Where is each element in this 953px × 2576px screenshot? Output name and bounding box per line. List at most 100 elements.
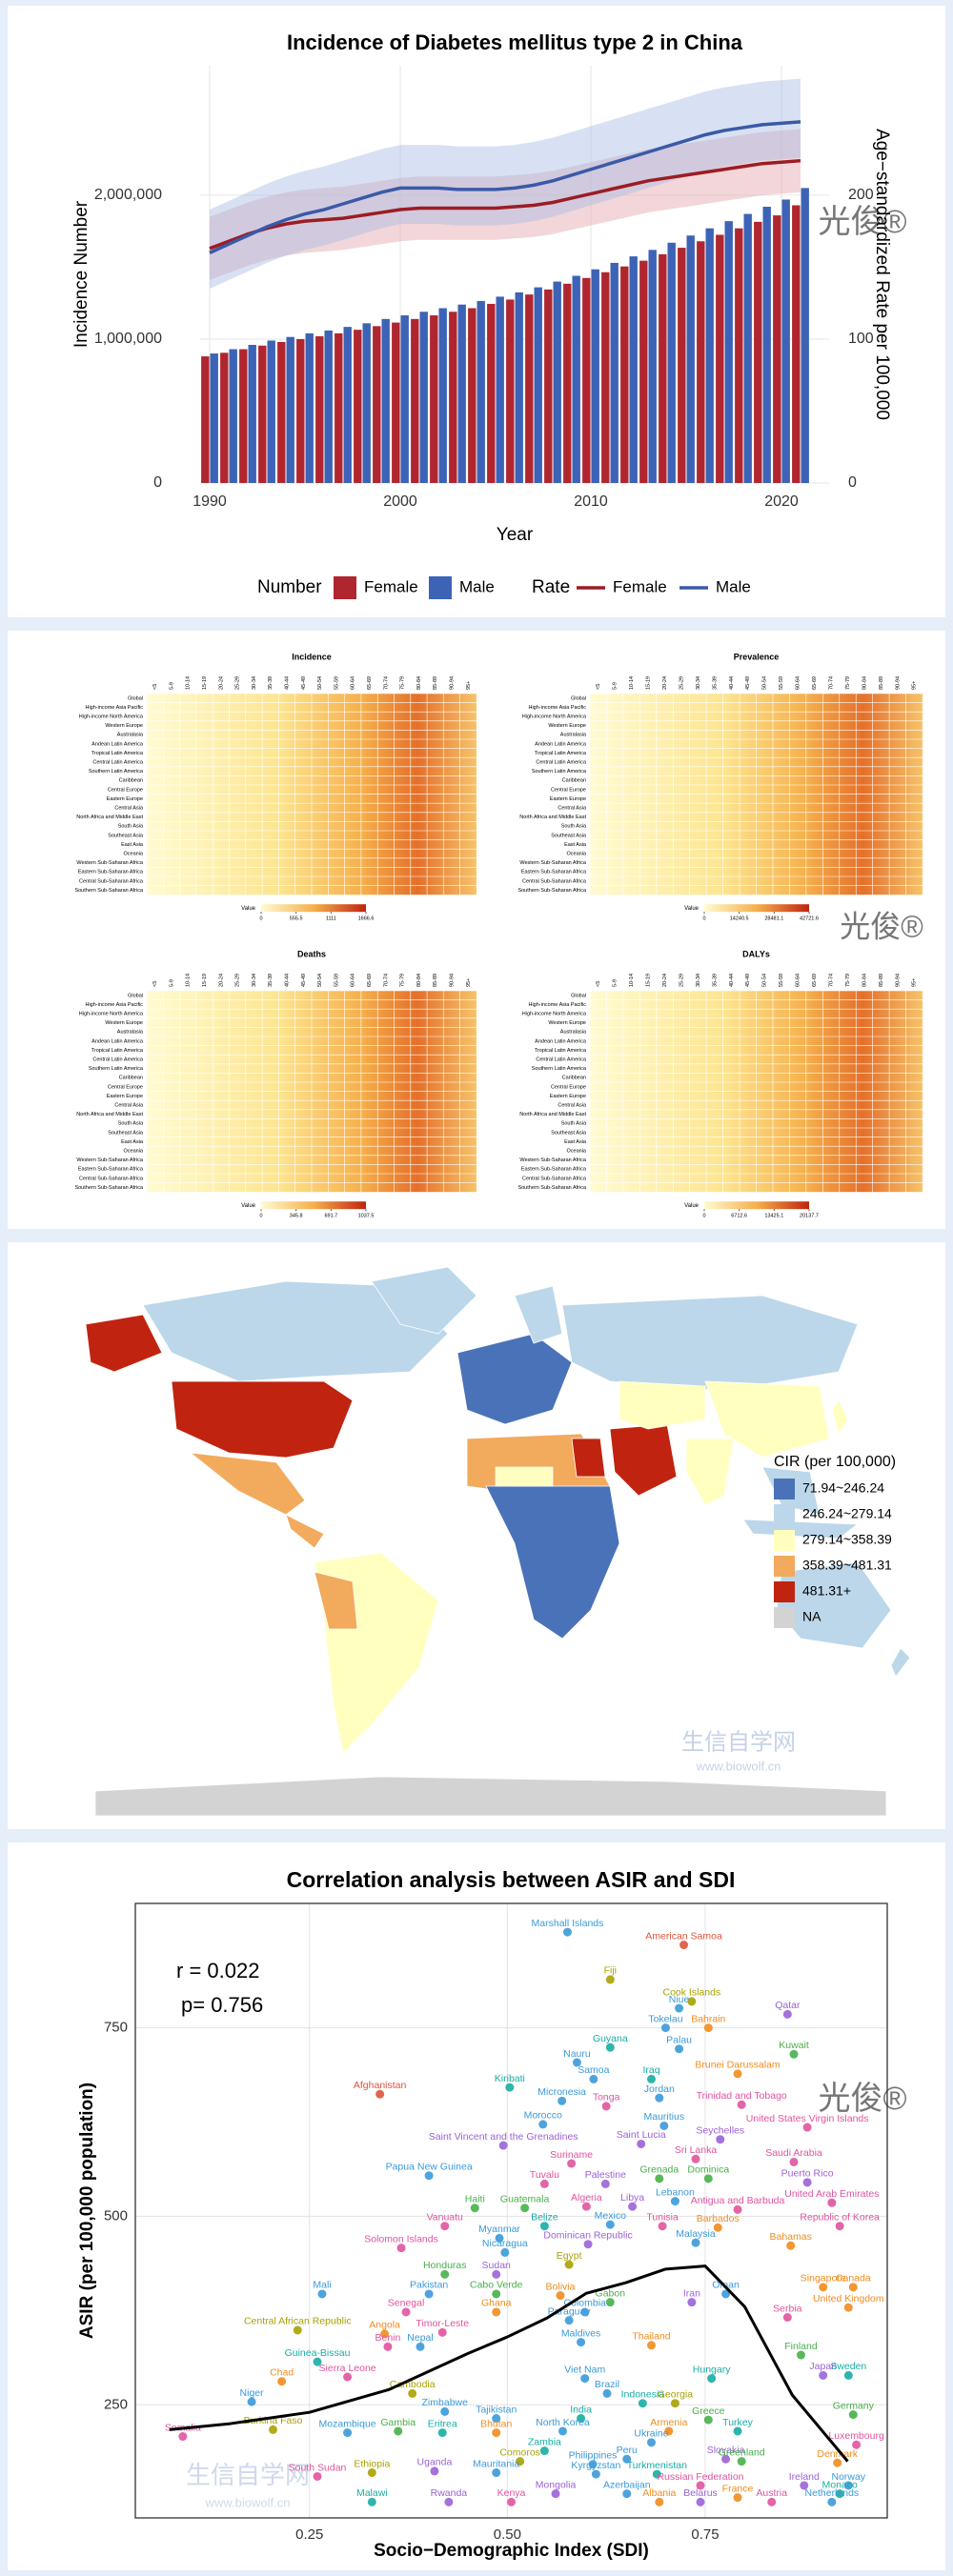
legend-swatch xyxy=(774,1479,795,1499)
point xyxy=(638,2399,647,2408)
legend-title: Value xyxy=(684,1203,700,1209)
bar xyxy=(773,215,781,483)
legend-bar xyxy=(261,1201,366,1210)
point xyxy=(659,2121,669,2130)
point xyxy=(687,2298,697,2307)
point-label: Indonesia xyxy=(621,2388,665,2400)
bar xyxy=(381,318,390,483)
point-label: Japan xyxy=(809,2361,837,2372)
row-label: South Asia xyxy=(118,824,144,830)
row-label: Southeast Asia xyxy=(108,1130,144,1136)
row-label: Southern Latin America xyxy=(532,769,587,775)
row-label: Central Sub-Saharan Africa xyxy=(79,878,144,884)
row-label: Central Asia xyxy=(558,1102,587,1108)
column-label: 25-29 xyxy=(235,676,241,690)
column-label: 90-94 xyxy=(895,676,901,690)
point-label: Albania xyxy=(642,2487,676,2499)
point-label: Kuwait xyxy=(779,2040,809,2051)
row-label: Southern Latin America xyxy=(532,1066,587,1072)
point xyxy=(843,2370,853,2380)
heatmap-title: DALYs xyxy=(742,949,770,958)
point-label: United Kingdom xyxy=(813,2293,884,2304)
point-label: Saudi Arabia xyxy=(765,2147,822,2159)
row-label: Andean Latin America xyxy=(91,1038,144,1044)
point xyxy=(383,2342,393,2351)
point-label: Philippines xyxy=(569,2450,618,2462)
point-label: Greece xyxy=(692,2405,725,2417)
chart-title: Incidence of Diabetes mellitus type 2 in… xyxy=(287,30,743,54)
point-label: Guatemala xyxy=(500,2194,550,2205)
row-label: Southeast Asia xyxy=(551,1130,587,1136)
row-label: Central Europe xyxy=(108,1084,143,1090)
region xyxy=(890,1647,911,1678)
column-label: 40-44 xyxy=(729,974,735,987)
point-label: Tokelau xyxy=(648,2013,682,2024)
point xyxy=(367,2497,376,2506)
legend-label: Female xyxy=(364,577,418,595)
column-label: 5-9 xyxy=(169,979,174,987)
x-tick-label: 2020 xyxy=(764,493,799,510)
column-label: 70-74 xyxy=(828,974,834,987)
region xyxy=(704,1380,830,1459)
point xyxy=(577,2414,586,2424)
column-label: 60-64 xyxy=(796,676,801,690)
rate-line xyxy=(209,158,801,251)
point-label: Mozambique xyxy=(319,2418,376,2429)
point xyxy=(516,2457,525,2466)
x-tick-label: 1990 xyxy=(193,493,227,510)
legend-label: Male xyxy=(459,577,495,595)
point-label: Mali xyxy=(313,2280,331,2291)
row-label: South Asia xyxy=(118,1121,144,1127)
legend-title: Rate xyxy=(532,577,570,597)
column-label: 35-39 xyxy=(712,676,718,690)
point xyxy=(827,2497,837,2506)
y2-tick-label: 200 xyxy=(848,187,874,203)
legend-bar xyxy=(704,904,809,913)
row-label: Central Latin America xyxy=(92,759,144,765)
point-label: Singapore xyxy=(801,2273,846,2284)
bar xyxy=(582,277,591,483)
legend-tick-label: 1037.5 xyxy=(358,1214,375,1219)
legend-tick-label: 0 xyxy=(702,1214,705,1219)
bar xyxy=(801,188,809,483)
point xyxy=(567,2159,577,2168)
bar xyxy=(267,340,275,483)
point xyxy=(703,2174,713,2184)
row-label: Southeast Asia xyxy=(108,833,144,838)
point-label: Canada xyxy=(836,2273,871,2284)
row-label: Oceania xyxy=(567,851,587,856)
point xyxy=(605,2043,615,2052)
point xyxy=(580,2374,590,2384)
column-label: 10-14 xyxy=(186,974,192,987)
point xyxy=(691,2238,700,2247)
point xyxy=(767,2497,777,2506)
point-label: Cabo Verde xyxy=(470,2280,523,2291)
point xyxy=(440,2406,450,2416)
point-label: Haiti xyxy=(465,2194,485,2205)
bar xyxy=(686,235,695,483)
point xyxy=(492,2289,501,2299)
point xyxy=(401,2307,411,2317)
point xyxy=(703,2415,713,2425)
row-label: Western Europe xyxy=(105,723,143,729)
point xyxy=(343,2428,353,2438)
bar xyxy=(534,287,542,483)
point-label: Rwanda xyxy=(431,2487,468,2499)
region xyxy=(171,1380,354,1459)
point xyxy=(505,2083,515,2092)
point xyxy=(703,2023,713,2033)
bar xyxy=(762,207,771,483)
bar xyxy=(258,345,267,483)
row-label: Andean Latin America xyxy=(535,741,587,747)
row-label: Caribbean xyxy=(119,778,143,784)
point-label: Azerbaijan xyxy=(603,2479,651,2490)
point xyxy=(833,2458,842,2467)
y-tick-label: 250 xyxy=(104,2396,128,2412)
bar xyxy=(610,262,618,483)
legend-label: Male xyxy=(716,577,751,595)
point-label: Honduras xyxy=(423,2260,467,2271)
column-label: 70-74 xyxy=(383,974,389,987)
bar xyxy=(620,266,629,483)
point xyxy=(317,2289,327,2299)
